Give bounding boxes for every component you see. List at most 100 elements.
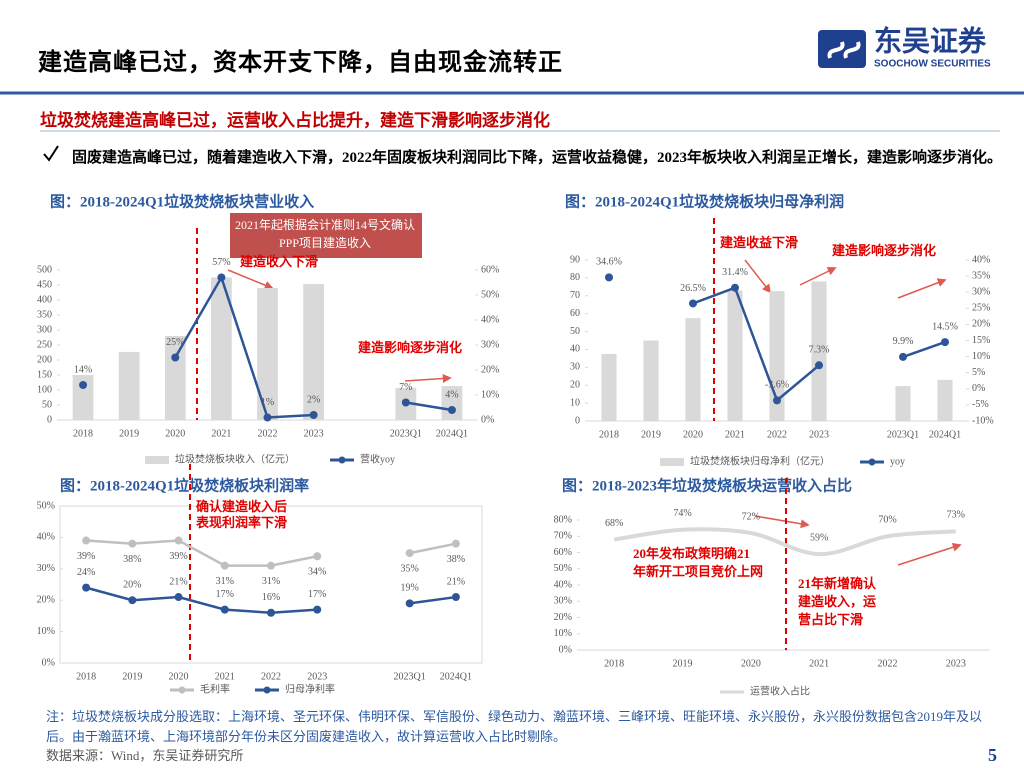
bar xyxy=(937,379,953,421)
value-label: 38% xyxy=(447,554,465,565)
x-tick-label: 2018 xyxy=(73,428,93,439)
x-tick-label: 2022 xyxy=(878,658,898,669)
annotation: 表现利润率下滑 xyxy=(195,515,287,530)
y2-tick-label: -5% xyxy=(972,399,989,410)
bar xyxy=(164,336,186,420)
y-tick-label: 0% xyxy=(559,644,572,655)
chart-title: 图：2018-2024Q1垃圾焚烧板块归母净利润 xyxy=(565,192,844,210)
bullet-text: 固废建造高峰已过，随着建造收入下滑，2022年固废板块利润同比下降，运营收益稳健… xyxy=(72,150,1003,166)
y-tick-label: 30% xyxy=(554,596,572,607)
legend-marker xyxy=(263,686,271,694)
chart-title: 图：2018-2023年垃圾焚烧板块运营收入占比 xyxy=(562,476,852,494)
y-tick-label: 50 xyxy=(570,326,580,337)
x-tick-label: 2020 xyxy=(683,429,703,440)
point xyxy=(313,605,322,614)
y2-tick-label: 10% xyxy=(972,351,990,362)
x-tick-label: 2021 xyxy=(211,428,231,439)
value-label: 25% xyxy=(166,337,184,348)
point xyxy=(128,596,137,605)
point xyxy=(267,561,275,570)
value-label: 16% xyxy=(262,592,280,603)
bar xyxy=(727,290,743,421)
chart: 图：2018-2024Q1垃圾焚烧板块归母净利润 0 10 20 30 40 50 60 70 8… xyxy=(565,192,994,467)
point xyxy=(401,398,410,407)
point xyxy=(731,283,739,292)
y-tick-label: 20% xyxy=(554,612,572,623)
y-tick-label: 50% xyxy=(554,563,572,574)
legend-marker xyxy=(868,458,876,466)
annotation: 建造收入，运 xyxy=(798,594,876,609)
value-label: 2% xyxy=(307,394,320,405)
y2-tick-label: 0% xyxy=(481,414,494,425)
annotation: 建造影响逐步消化 xyxy=(358,340,462,355)
chart-title: 图：2018-2024Q1垃圾焚烧板块营业收入 xyxy=(50,192,314,210)
value-label: 72% xyxy=(742,511,760,522)
line xyxy=(692,286,946,403)
legend-label: 归母净利率 xyxy=(285,682,335,695)
x-tick-label: 2021 xyxy=(809,658,829,669)
y-tick-label: 70% xyxy=(554,531,572,542)
y-tick-label: 10% xyxy=(554,628,572,639)
y-tick-label: 30 xyxy=(570,362,580,373)
value-label: 35% xyxy=(400,563,418,574)
header-title: 建造高峰已过，资本开支下降，自由现金流转正 xyxy=(38,50,563,76)
point xyxy=(313,552,322,561)
annotation: 年新开工项目竞价上网 xyxy=(633,564,763,579)
x-tick-label: 2018 xyxy=(604,658,624,669)
x-tick-label: 2020 xyxy=(741,658,761,669)
legend-marker xyxy=(338,456,346,464)
point xyxy=(263,413,272,422)
x-tick-label: 2019 xyxy=(122,671,142,682)
x-tick-label: 2020 xyxy=(165,428,185,439)
y-tick-label: 40% xyxy=(37,532,55,543)
line xyxy=(85,586,457,615)
logo-text: 东吴证券 xyxy=(874,24,987,57)
chart: 图：2018-2024Q1垃圾焚烧板块营业收入 0 50 100 150 200 250 30… xyxy=(37,192,499,465)
point xyxy=(220,561,229,570)
value-label: 39% xyxy=(169,551,187,562)
annotation: 营占比下滑 xyxy=(798,612,863,627)
value-label: 14.5% xyxy=(932,321,958,332)
y-tick-label: 60% xyxy=(554,547,572,558)
x-tick-label: 2023Q1 xyxy=(887,429,919,440)
bar xyxy=(72,375,94,420)
legend-label: 运营收入占比 xyxy=(750,684,810,697)
value-label: -3.6% xyxy=(765,380,789,391)
check-icon xyxy=(43,145,59,162)
y-tick-label: 0% xyxy=(42,657,55,668)
y2-tick-label: 15% xyxy=(972,335,990,346)
y-tick-label: 200 xyxy=(37,354,52,365)
y2-tick-label: 20% xyxy=(481,364,499,375)
point xyxy=(171,353,180,362)
bar xyxy=(895,386,911,421)
chart: 图：2018-2023年垃圾焚烧板块运营收入占比 0% 10% 20% 30% 40% 50… xyxy=(554,476,990,697)
legend-label: 垃圾焚烧板块归母净利（亿元） xyxy=(690,454,830,467)
y2-tick-label: 5% xyxy=(972,367,985,378)
x-tick-label: 2023Q1 xyxy=(394,671,426,682)
value-label: 17% xyxy=(308,589,326,600)
y2-tick-label: 10% xyxy=(481,389,499,400)
y-tick-label: 30% xyxy=(37,563,55,574)
x-tick-label: 2018 xyxy=(599,429,619,440)
logo-subtext: SOOCHOW SECURITIES xyxy=(874,59,991,70)
bar xyxy=(441,386,463,420)
point xyxy=(220,605,229,614)
value-label: 57% xyxy=(212,257,230,268)
chart-title: 图：2018-2024Q1垃圾焚烧板块利润率 xyxy=(60,476,309,494)
x-tick-label: 2023 xyxy=(946,658,966,669)
y2-tick-label: 40% xyxy=(481,314,499,325)
legend-label: yoy xyxy=(890,456,905,467)
point xyxy=(773,396,781,405)
source: 数据来源：Wind，东吴证券研究所 xyxy=(46,748,244,763)
legend-label: 垃圾焚烧板块收入（亿元） xyxy=(175,452,295,465)
bar xyxy=(601,353,617,421)
y-tick-label: 0 xyxy=(47,414,52,425)
x-tick-label: 2022 xyxy=(258,428,278,439)
y2-tick-label: 50% xyxy=(481,289,499,300)
y-tick-label: 80% xyxy=(554,514,572,525)
y-tick-label: 450 xyxy=(37,279,52,290)
x-tick-label: 2023 xyxy=(304,428,324,439)
y-tick-label: 50% xyxy=(37,500,55,511)
value-label: 31% xyxy=(262,576,280,587)
y2-tick-label: 0% xyxy=(972,383,985,394)
